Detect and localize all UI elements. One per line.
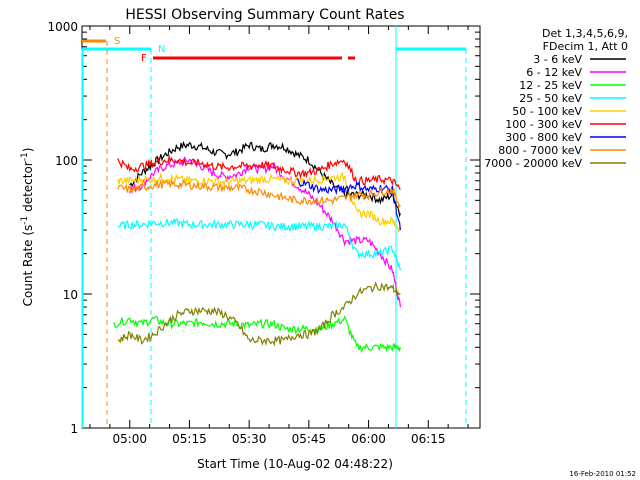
x-tick-label: 05:00	[112, 432, 147, 446]
series-line-8	[117, 281, 401, 347]
legend-label: 25 - 50 keV	[519, 92, 582, 105]
axis-ticks: 05:00 05:15 05:30 05:45 06:00 06:15 1 10 100 1000	[47, 20, 480, 446]
legend-header-line1: Det 1,3,4,5,6,9,	[542, 27, 628, 40]
flag-n-label: N	[158, 44, 165, 55]
series-line-6	[296, 178, 401, 231]
series-line-7	[117, 178, 401, 210]
x-tick-label: 06:15	[411, 432, 446, 446]
ylabel-mid: detector	[21, 161, 35, 216]
timestamp: 16-Feb-2010 01:52	[569, 470, 636, 478]
y-tick-label: 1	[70, 422, 78, 436]
series-line-4	[117, 172, 401, 233]
legend-label: 12 - 25 keV	[519, 79, 582, 92]
legend-label: 100 - 300 keV	[505, 118, 582, 131]
x-tick-label: 06:00	[351, 432, 386, 446]
legend-label: 7000 - 20000 keV	[484, 157, 582, 170]
y-tick-label: 10	[63, 288, 78, 302]
legend-label: 300 - 800 keV	[505, 131, 582, 144]
ylabel-main: Count Rate (s	[21, 225, 35, 307]
ylabel-end: )	[21, 148, 35, 153]
flag-f-label: F	[141, 53, 147, 64]
y-axis-label: Count Rate (s-1 detector-1)	[20, 148, 35, 307]
y-tick-label: 1000	[47, 20, 78, 34]
x-tick-label: 05:30	[232, 432, 267, 446]
x-tick-label: 05:15	[172, 432, 207, 446]
x-axis-label: Start Time (10-Aug-02 04:48:22)	[197, 457, 393, 471]
series-lines	[113, 140, 401, 354]
flag-s-label: S	[114, 36, 120, 47]
ylabel-sup2: -1	[20, 152, 30, 161]
x-tick-label: 05:45	[292, 432, 327, 446]
legend-label: 6 - 12 keV	[526, 66, 582, 79]
series-line-3	[117, 218, 401, 271]
legend-label: 3 - 6 keV	[533, 53, 582, 66]
legend-label: 800 - 7000 keV	[498, 144, 582, 157]
legend-header-line2: FDecim 1, Att 0	[543, 40, 628, 53]
legend-label: 50 - 100 keV	[512, 105, 582, 118]
chart-title: HESSI Observing Summary Count Rates	[125, 7, 404, 23]
ylabel-sup1: -1	[20, 216, 30, 225]
series-line-2	[113, 314, 401, 354]
y-tick-label: 100	[55, 154, 78, 168]
series-line-0	[129, 140, 401, 218]
